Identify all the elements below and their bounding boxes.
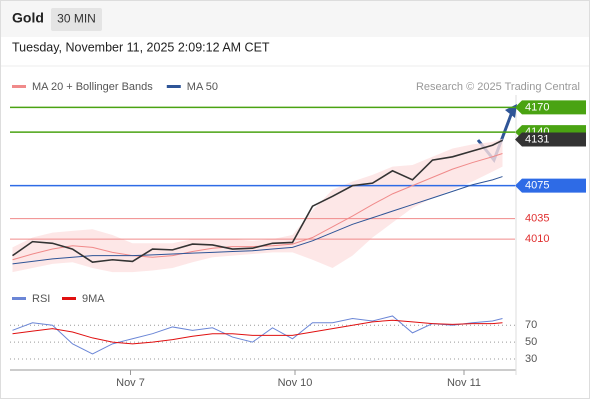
title: Gold: [12, 10, 44, 26]
date: Tuesday, November 11, 2025 2:09:12 AM CE…: [12, 40, 270, 54]
interval-button[interactable]: [51, 8, 102, 31]
legend-label: MA 50: [187, 81, 218, 93]
legend-swatch: [62, 297, 76, 300]
y-tick-label: 50: [525, 336, 537, 348]
legend-swatch: [12, 85, 26, 88]
legend-label: 9MA: [82, 293, 105, 305]
source: Research © 2025 Trading Central: [416, 81, 580, 93]
level-tag: [515, 178, 586, 193]
x-tick-label: Nov 11: [447, 377, 481, 389]
level-label: 4075: [525, 180, 549, 192]
level-tag: [515, 132, 586, 147]
ma-line: [12, 176, 503, 265]
level-label: 4035: [525, 212, 549, 224]
level-label: 4170: [525, 101, 549, 113]
level-label: 4131: [525, 133, 549, 145]
legend-swatch: [166, 85, 181, 88]
legend-swatch: [12, 297, 26, 300]
x-tick-label: Nov 10: [278, 377, 313, 389]
y-tick-label: 30: [525, 353, 537, 365]
price-line: [12, 139, 503, 264]
legend-label: RSI: [32, 293, 50, 305]
legend-label: MA 20 + Bollinger Bands: [32, 81, 153, 93]
rsi-line: [12, 319, 503, 345]
interval[interactable]: 30 MIN: [57, 12, 96, 26]
bollinger-band: [12, 138, 503, 273]
y-tick-label: 70: [525, 319, 537, 331]
level-tag: [515, 100, 586, 115]
x-tick-label: Nov 7: [116, 377, 145, 389]
level-label: 4010: [525, 233, 549, 245]
